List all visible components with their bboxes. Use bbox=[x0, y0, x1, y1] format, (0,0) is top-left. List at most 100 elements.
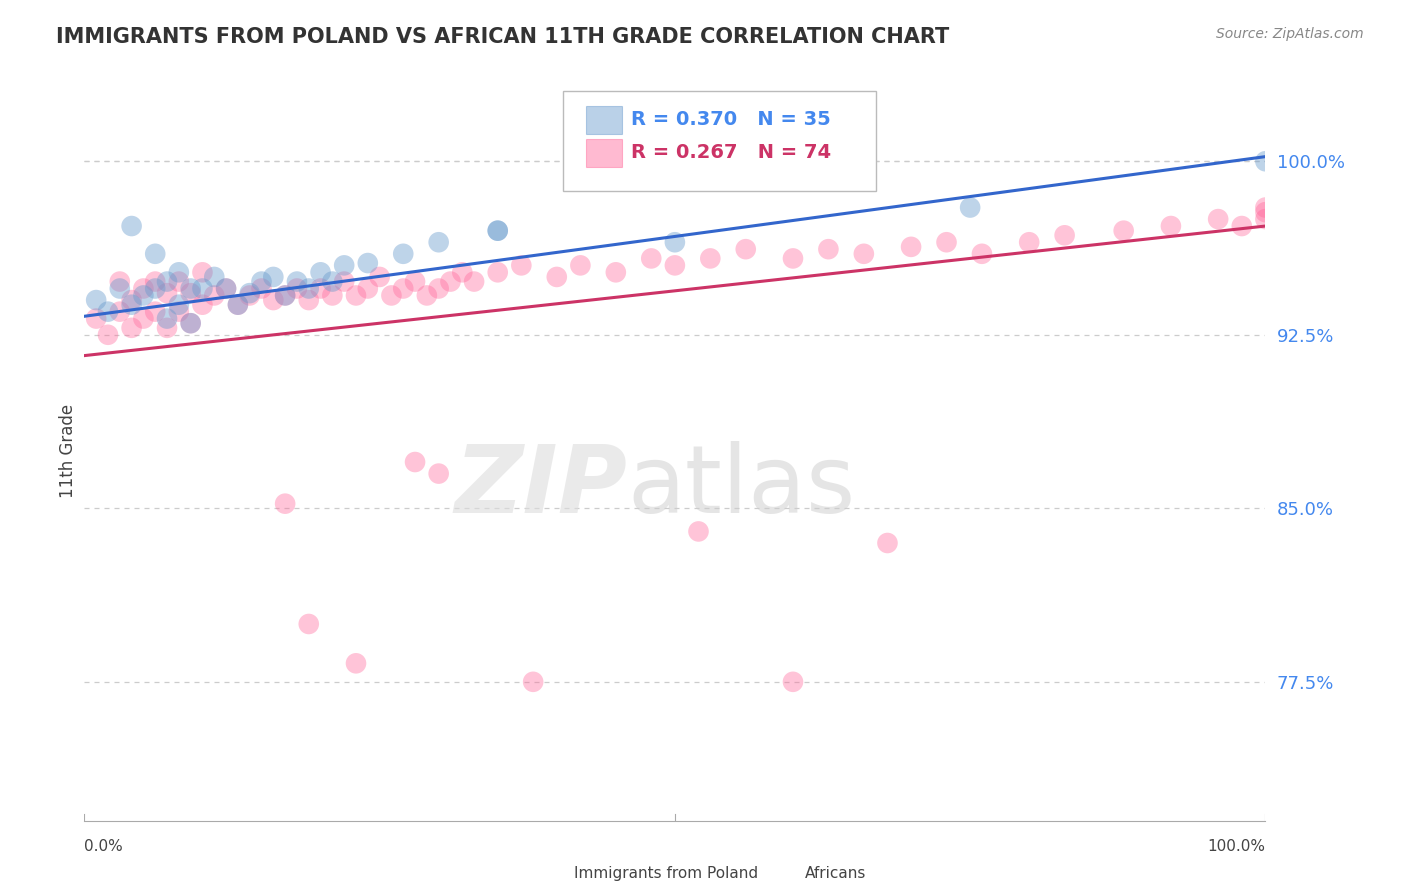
Point bbox=[191, 298, 214, 312]
Point bbox=[191, 281, 214, 295]
Point bbox=[143, 275, 166, 289]
Point bbox=[876, 536, 898, 550]
Point bbox=[108, 281, 131, 295]
Point bbox=[274, 497, 297, 511]
Point bbox=[486, 224, 509, 238]
Point bbox=[262, 293, 284, 307]
Point bbox=[439, 275, 461, 289]
Point bbox=[1230, 219, 1253, 233]
Point bbox=[1254, 201, 1277, 215]
Point bbox=[1160, 219, 1182, 233]
Point bbox=[664, 235, 686, 250]
Point bbox=[167, 265, 190, 279]
Point bbox=[143, 247, 166, 261]
Point bbox=[569, 258, 592, 272]
Point bbox=[298, 293, 321, 307]
Point bbox=[357, 256, 380, 270]
Point bbox=[262, 269, 284, 284]
Point bbox=[463, 275, 485, 289]
Point bbox=[156, 311, 179, 326]
Point bbox=[427, 235, 450, 250]
Point bbox=[1254, 205, 1277, 219]
Point bbox=[97, 327, 120, 342]
Point bbox=[510, 258, 533, 272]
Point bbox=[180, 316, 202, 330]
Point bbox=[451, 265, 474, 279]
Point bbox=[202, 269, 225, 284]
Point bbox=[427, 467, 450, 481]
Point bbox=[239, 286, 262, 301]
Point bbox=[156, 286, 179, 301]
Point bbox=[1112, 224, 1135, 238]
Point bbox=[699, 252, 721, 266]
Point bbox=[1254, 154, 1277, 169]
Point bbox=[782, 674, 804, 689]
Point bbox=[250, 275, 273, 289]
Text: R = 0.370   N = 35: R = 0.370 N = 35 bbox=[631, 110, 831, 129]
Point bbox=[215, 281, 238, 295]
Text: Immigrants from Poland: Immigrants from Poland bbox=[575, 866, 759, 881]
Point bbox=[546, 269, 568, 284]
FancyBboxPatch shape bbox=[562, 91, 876, 191]
Point bbox=[274, 288, 297, 302]
Point bbox=[321, 288, 343, 302]
Point bbox=[167, 275, 190, 289]
Point bbox=[392, 247, 415, 261]
Point bbox=[1018, 235, 1040, 250]
Point bbox=[191, 265, 214, 279]
Point bbox=[900, 240, 922, 254]
Point bbox=[167, 304, 190, 318]
Point bbox=[605, 265, 627, 279]
Point bbox=[734, 242, 756, 256]
Point bbox=[1053, 228, 1076, 243]
Point bbox=[132, 311, 155, 326]
Point bbox=[970, 247, 993, 261]
Point bbox=[392, 281, 415, 295]
Point bbox=[143, 281, 166, 295]
Point bbox=[309, 281, 332, 295]
Point bbox=[782, 252, 804, 266]
Point bbox=[522, 674, 544, 689]
Point bbox=[298, 281, 321, 295]
Text: Source: ZipAtlas.com: Source: ZipAtlas.com bbox=[1216, 27, 1364, 41]
Point bbox=[959, 201, 981, 215]
Point bbox=[309, 265, 332, 279]
Point bbox=[333, 275, 356, 289]
Point bbox=[640, 252, 662, 266]
FancyBboxPatch shape bbox=[531, 865, 565, 884]
Point bbox=[404, 455, 426, 469]
Text: atlas: atlas bbox=[627, 442, 856, 533]
Point bbox=[285, 281, 308, 295]
Point bbox=[285, 275, 308, 289]
Point bbox=[226, 298, 249, 312]
Text: IMMIGRANTS FROM POLAND VS AFRICAN 11TH GRADE CORRELATION CHART: IMMIGRANTS FROM POLAND VS AFRICAN 11TH G… bbox=[56, 27, 949, 46]
Point bbox=[84, 293, 107, 307]
Point bbox=[97, 304, 120, 318]
FancyBboxPatch shape bbox=[586, 139, 621, 167]
Point bbox=[380, 288, 402, 302]
Point bbox=[121, 219, 143, 233]
Point bbox=[852, 247, 875, 261]
Point bbox=[416, 288, 439, 302]
Point bbox=[368, 269, 391, 284]
Point bbox=[357, 281, 380, 295]
Point bbox=[1206, 212, 1229, 227]
Text: Africans: Africans bbox=[804, 866, 866, 881]
Point bbox=[298, 617, 321, 632]
Point bbox=[180, 286, 202, 301]
Y-axis label: 11th Grade: 11th Grade bbox=[59, 403, 77, 498]
Point bbox=[108, 275, 131, 289]
Point bbox=[250, 281, 273, 295]
Point bbox=[274, 288, 297, 302]
Point bbox=[486, 224, 509, 238]
Point bbox=[486, 265, 509, 279]
Point bbox=[121, 293, 143, 307]
Point bbox=[143, 304, 166, 318]
Point bbox=[121, 321, 143, 335]
Point bbox=[226, 298, 249, 312]
Point bbox=[156, 321, 179, 335]
Text: 0.0%: 0.0% bbox=[84, 839, 124, 855]
Point bbox=[427, 281, 450, 295]
Text: R = 0.267   N = 74: R = 0.267 N = 74 bbox=[631, 144, 831, 162]
Point bbox=[664, 258, 686, 272]
